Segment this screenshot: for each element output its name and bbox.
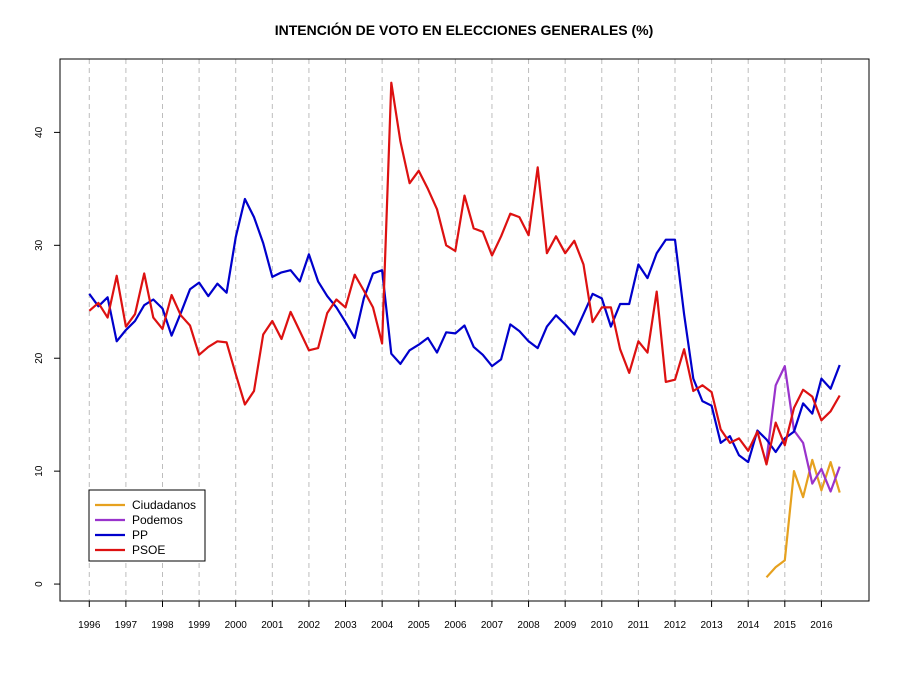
y-tick-label: 0 (34, 581, 45, 587)
legend-label-pp: PP (132, 528, 148, 542)
x-tick-label: 1999 (188, 620, 211, 631)
x-tick-label: 2010 (591, 620, 614, 631)
grid (88, 59, 822, 601)
series-line-ciudadanos (765, 458, 841, 579)
x-tick-label: 1997 (115, 620, 138, 631)
chart-title: INTENCIÓN DE VOTO EN ELECCIONES GENERALE… (275, 21, 654, 38)
y-tick-label: 20 (34, 352, 45, 364)
series-line-podemos (765, 365, 841, 493)
x-tick-label: 1998 (151, 620, 174, 631)
x-tick-label: 2008 (517, 620, 540, 631)
x-tick-label: 2016 (810, 620, 833, 631)
series-lines (88, 81, 841, 579)
x-tick-label: 2014 (737, 620, 760, 631)
x-tick-label: 2009 (554, 620, 577, 631)
y-tick-label: 40 (34, 126, 45, 138)
x-tick-label: 2001 (261, 620, 284, 631)
legend-label-podemos: Podemos (132, 513, 183, 527)
x-tick-label: 2012 (664, 620, 687, 631)
x-tick-label: 2005 (408, 620, 431, 631)
y-tick-label: 10 (34, 465, 45, 477)
x-tick-label: 2015 (774, 620, 797, 631)
y-tick-label: 30 (34, 239, 45, 251)
series-line-pp (88, 197, 841, 464)
x-tick-label: 2003 (334, 620, 357, 631)
x-tick-label: 2002 (298, 620, 321, 631)
x-tick-label: 2000 (225, 620, 248, 631)
x-tick-label: 2006 (444, 620, 467, 631)
x-tick-label: 2011 (628, 620, 650, 631)
legend-label-psoe: PSOE (132, 543, 165, 557)
x-tick-label: 2004 (371, 620, 394, 631)
axes: 1996 1997 1998 1999 2000 2001 2002 2003 2004 2005… (34, 126, 833, 631)
plot-frame (59, 58, 870, 602)
x-tick-label: 2007 (481, 620, 504, 631)
x-tick-label: 2013 (700, 620, 723, 631)
legend-label-ciudadanos: Ciudadanos (132, 498, 196, 512)
x-tick-label: 1996 (78, 620, 101, 631)
series-line-psoe (88, 81, 841, 466)
